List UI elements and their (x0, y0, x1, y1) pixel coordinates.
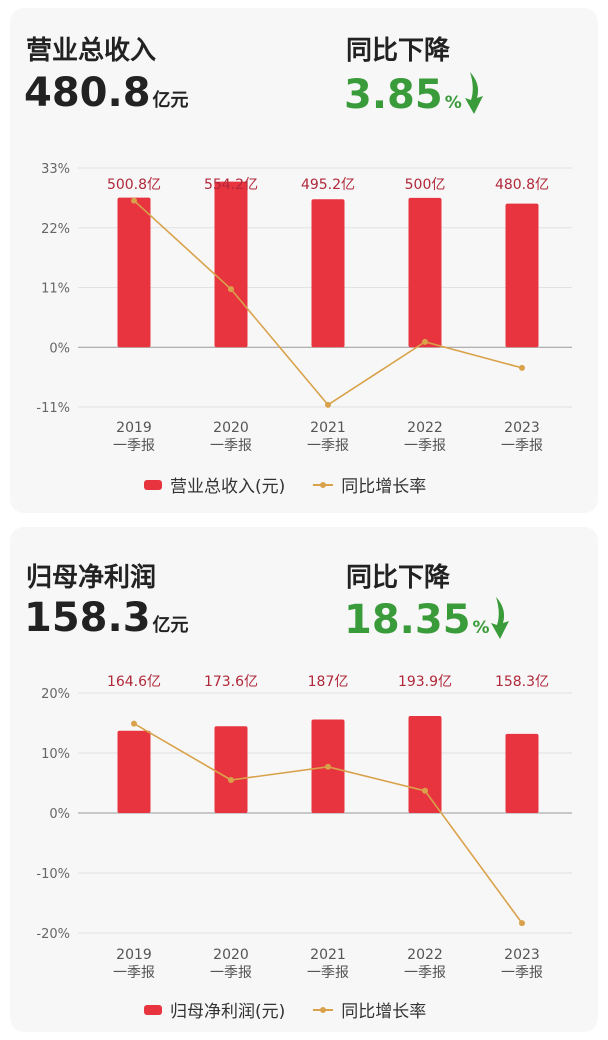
growth-rate-point (422, 338, 428, 345)
net-profit-change-value: 18.35% (344, 597, 490, 643)
x-tick-label: 2021 (310, 947, 346, 963)
y-tick-label: 20% (41, 687, 70, 702)
revenue-change-number: 3.85 (344, 72, 443, 118)
net-profit-value-number: 158.3 (24, 595, 151, 641)
bar-value-label: 187亿 (308, 674, 349, 690)
revenue-panel: 营业总收入 480.8 亿元 同比下降 3.85% 33% 22% 11% 0% -11%… (10, 8, 598, 513)
net-profit-legend: 归母净利润(元) 同比增长率 (144, 997, 426, 1022)
growth-rate-point (519, 920, 525, 927)
y-tick-label: 22% (41, 222, 70, 237)
net-profit-value: 158.3 亿元 (24, 595, 189, 641)
revenue-change-value: 3.85% (344, 72, 462, 118)
x-tick-label: 一季报 (404, 965, 446, 981)
bar-value-label: 173.6亿 (204, 674, 258, 690)
bar-value-label: 500亿 (405, 177, 446, 193)
growth-rate-point (131, 197, 137, 204)
y-tick-label: 0% (49, 341, 70, 356)
net-profit-label: 归母净利润 (26, 563, 157, 593)
x-tick-label: 2021 (310, 420, 346, 436)
revenue-change-label: 同比下降 (346, 36, 451, 66)
bar (214, 181, 248, 348)
bar-value-label: 554.2亿 (204, 177, 258, 193)
x-tick-label: 一季报 (307, 438, 349, 454)
revenue-change-unit: % (444, 93, 462, 113)
legend-line-swatch (313, 1006, 334, 1013)
y-tick-label: 33% (41, 162, 70, 177)
x-tick-label: 一季报 (501, 965, 543, 981)
x-tick-label: 2019 (116, 420, 152, 436)
growth-rate-point (325, 401, 331, 408)
bar (214, 726, 248, 813)
down-arrow-icon (465, 72, 483, 114)
bar-value-label: 164.6亿 (107, 674, 161, 690)
x-tick-label: 一季报 (113, 438, 155, 454)
growth-rate-point (228, 777, 234, 783)
bar (117, 730, 151, 813)
revenue-legend: 营业总收入(元) 同比增长率 (144, 472, 426, 497)
net-profit-change-label: 同比下降 (346, 563, 451, 593)
revenue-label: 营业总收入 (26, 36, 157, 66)
revenue-value: 480.8 亿元 (24, 70, 189, 116)
x-tick-label: 2023 (504, 947, 540, 963)
x-tick-label: 一季报 (404, 438, 446, 454)
x-tick-label: 一季报 (210, 965, 252, 981)
bar-value-label: 500.8亿 (107, 177, 161, 193)
x-tick-label: 一季报 (501, 438, 543, 454)
down-arrow-icon (491, 597, 509, 639)
revenue-value-unit: 亿元 (152, 90, 189, 111)
legend-bar-swatch (144, 479, 162, 490)
x-tick-label: 一季报 (210, 438, 252, 454)
revenue-chart: 33% 22% 11% 0% -11% 500.8亿 2019 一季报 554.2亿 2020 一季… (36, 162, 572, 454)
growth-rate-point (131, 720, 137, 727)
net-profit-panel: 归母净利润 158.3 亿元 同比下降 18.35% 20% 10% 0% -10% -2… (10, 527, 598, 1032)
y-tick-label: -20% (36, 927, 70, 942)
x-tick-label: 2023 (504, 420, 540, 436)
bar (408, 716, 442, 813)
bar-value-label: 495.2亿 (301, 177, 355, 193)
bar-value-label: 158.3亿 (495, 674, 549, 690)
bar (505, 203, 539, 348)
y-tick-label: 11% (41, 282, 70, 297)
bar (505, 733, 539, 813)
bar-value-label: 193.9亿 (398, 674, 452, 690)
bar (408, 197, 442, 348)
net-profit-chart: 20% 10% 0% -10% -20% 164.6亿 2019 一季报 173.6亿 2020 一… (36, 674, 572, 981)
growth-rate-point (325, 763, 331, 770)
y-tick-label: 10% (41, 747, 70, 762)
x-tick-label: 2022 (407, 420, 443, 436)
revenue-value-number: 480.8 (24, 70, 151, 116)
growth-rate-point (228, 286, 234, 293)
growth-rate-point (422, 787, 428, 794)
x-tick-label: 2019 (116, 947, 152, 963)
bar-value-label: 480.8亿 (495, 177, 549, 193)
legend-line-label: 同比增长率 (341, 477, 427, 497)
legend-line-label: 同比增长率 (341, 1002, 427, 1022)
y-tick-label: 0% (49, 807, 70, 822)
legend-bar-label: 营业总收入(元) (170, 477, 286, 497)
bar (311, 199, 345, 348)
x-tick-label: 2022 (407, 947, 443, 963)
bar (117, 197, 151, 348)
net-profit-value-unit: 亿元 (152, 615, 189, 636)
legend-bar-label: 归母净利润(元) (170, 1002, 286, 1022)
x-tick-label: 2020 (213, 420, 249, 436)
y-tick-label: -11% (36, 401, 70, 416)
x-tick-label: 一季报 (307, 965, 349, 981)
x-tick-label: 2020 (213, 947, 249, 963)
y-tick-label: -10% (36, 867, 70, 882)
growth-rate-point (519, 364, 525, 371)
net-profit-change-number: 18.35 (344, 597, 471, 643)
net-profit-change-unit: % (472, 618, 490, 638)
legend-bar-swatch (144, 1004, 162, 1015)
legend-line-swatch (313, 481, 334, 488)
x-tick-label: 一季报 (113, 965, 155, 981)
